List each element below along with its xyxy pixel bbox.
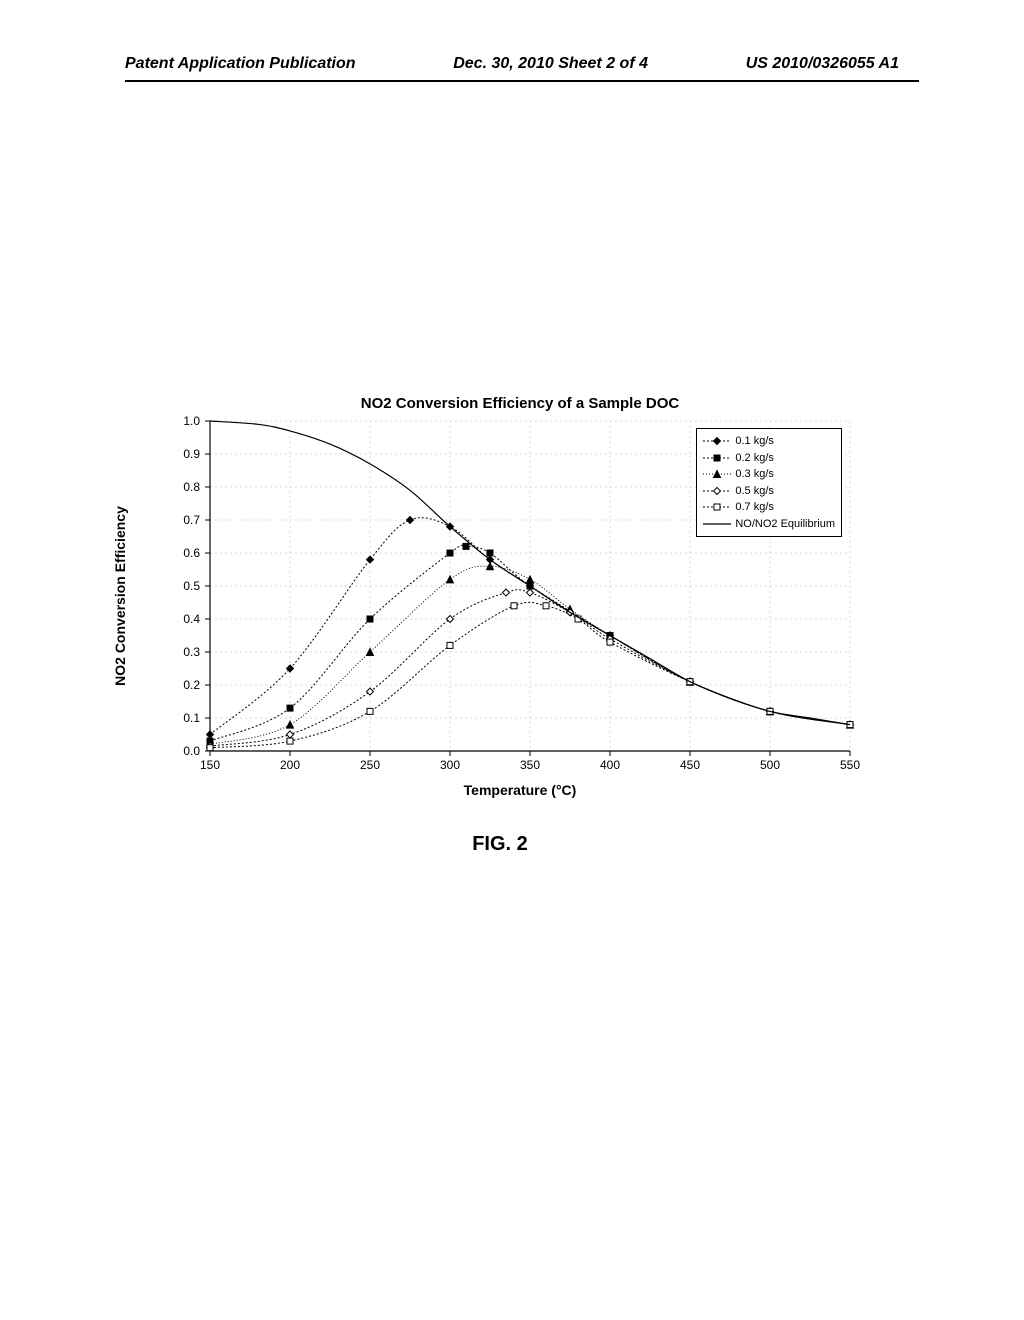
svg-text:350: 350 (520, 758, 540, 772)
svg-text:450: 450 (680, 758, 700, 772)
legend-label: 0.5 kg/s (735, 483, 774, 500)
figure-caption: FIG. 2 (150, 833, 850, 856)
legend-item: 0.2 kg/s (703, 450, 835, 467)
svg-text:0.9: 0.9 (183, 447, 200, 461)
svg-text:0.4: 0.4 (183, 612, 200, 626)
svg-text:0.0: 0.0 (183, 744, 200, 758)
svg-text:0.7: 0.7 (183, 513, 200, 527)
figure-2: NO2 Conversion Efficiency of a Sample DO… (150, 395, 850, 856)
svg-text:150: 150 (200, 758, 220, 772)
header-left: Patent Application Publication (125, 55, 356, 73)
chart-title: NO2 Conversion Efficiency of a Sample DO… (190, 395, 850, 412)
svg-text:400: 400 (600, 758, 620, 772)
svg-text:550: 550 (840, 758, 860, 772)
legend-item: 0.5 kg/s (703, 483, 835, 500)
legend-swatch (703, 452, 731, 464)
legend-label: 0.1 kg/s (735, 433, 774, 450)
header-center: Dec. 30, 2010 Sheet 2 of 4 (453, 55, 648, 73)
legend-label: 0.7 kg/s (735, 499, 774, 516)
y-axis-label: NO2 Conversion Efficiency (112, 506, 128, 686)
svg-text:500: 500 (760, 758, 780, 772)
legend-item: 0.3 kg/s (703, 466, 835, 483)
svg-text:250: 250 (360, 758, 380, 772)
legend-item: 0.7 kg/s (703, 499, 835, 516)
svg-text:0.6: 0.6 (183, 546, 200, 560)
legend-item: NO/NO2 Equilibrium (703, 516, 835, 533)
svg-text:0.2: 0.2 (183, 678, 200, 692)
svg-text:0.3: 0.3 (183, 645, 200, 659)
legend-swatch (703, 518, 731, 530)
svg-text:300: 300 (440, 758, 460, 772)
chart-legend: 0.1 kg/s0.2 kg/s0.3 kg/s0.5 kg/s0.7 kg/s… (696, 428, 842, 537)
legend-swatch (703, 501, 731, 513)
svg-text:0.5: 0.5 (183, 579, 200, 593)
chart-box: NO2 Conversion Efficiency 15020025030035… (150, 416, 850, 776)
legend-label: 0.2 kg/s (735, 450, 774, 467)
legend-swatch (703, 435, 731, 447)
legend-label: 0.3 kg/s (735, 466, 774, 483)
header-right: US 2010/0326055 A1 (746, 55, 899, 73)
legend-swatch (703, 468, 731, 480)
svg-text:1.0: 1.0 (183, 416, 200, 428)
legend-item: 0.1 kg/s (703, 433, 835, 450)
svg-text:0.8: 0.8 (183, 480, 200, 494)
patent-header: Patent Application Publication Dec. 30, … (0, 55, 1024, 73)
svg-text:200: 200 (280, 758, 300, 772)
svg-text:0.1: 0.1 (183, 711, 200, 725)
legend-swatch (703, 485, 731, 497)
legend-label: NO/NO2 Equilibrium (735, 516, 835, 533)
header-rule (125, 80, 919, 82)
